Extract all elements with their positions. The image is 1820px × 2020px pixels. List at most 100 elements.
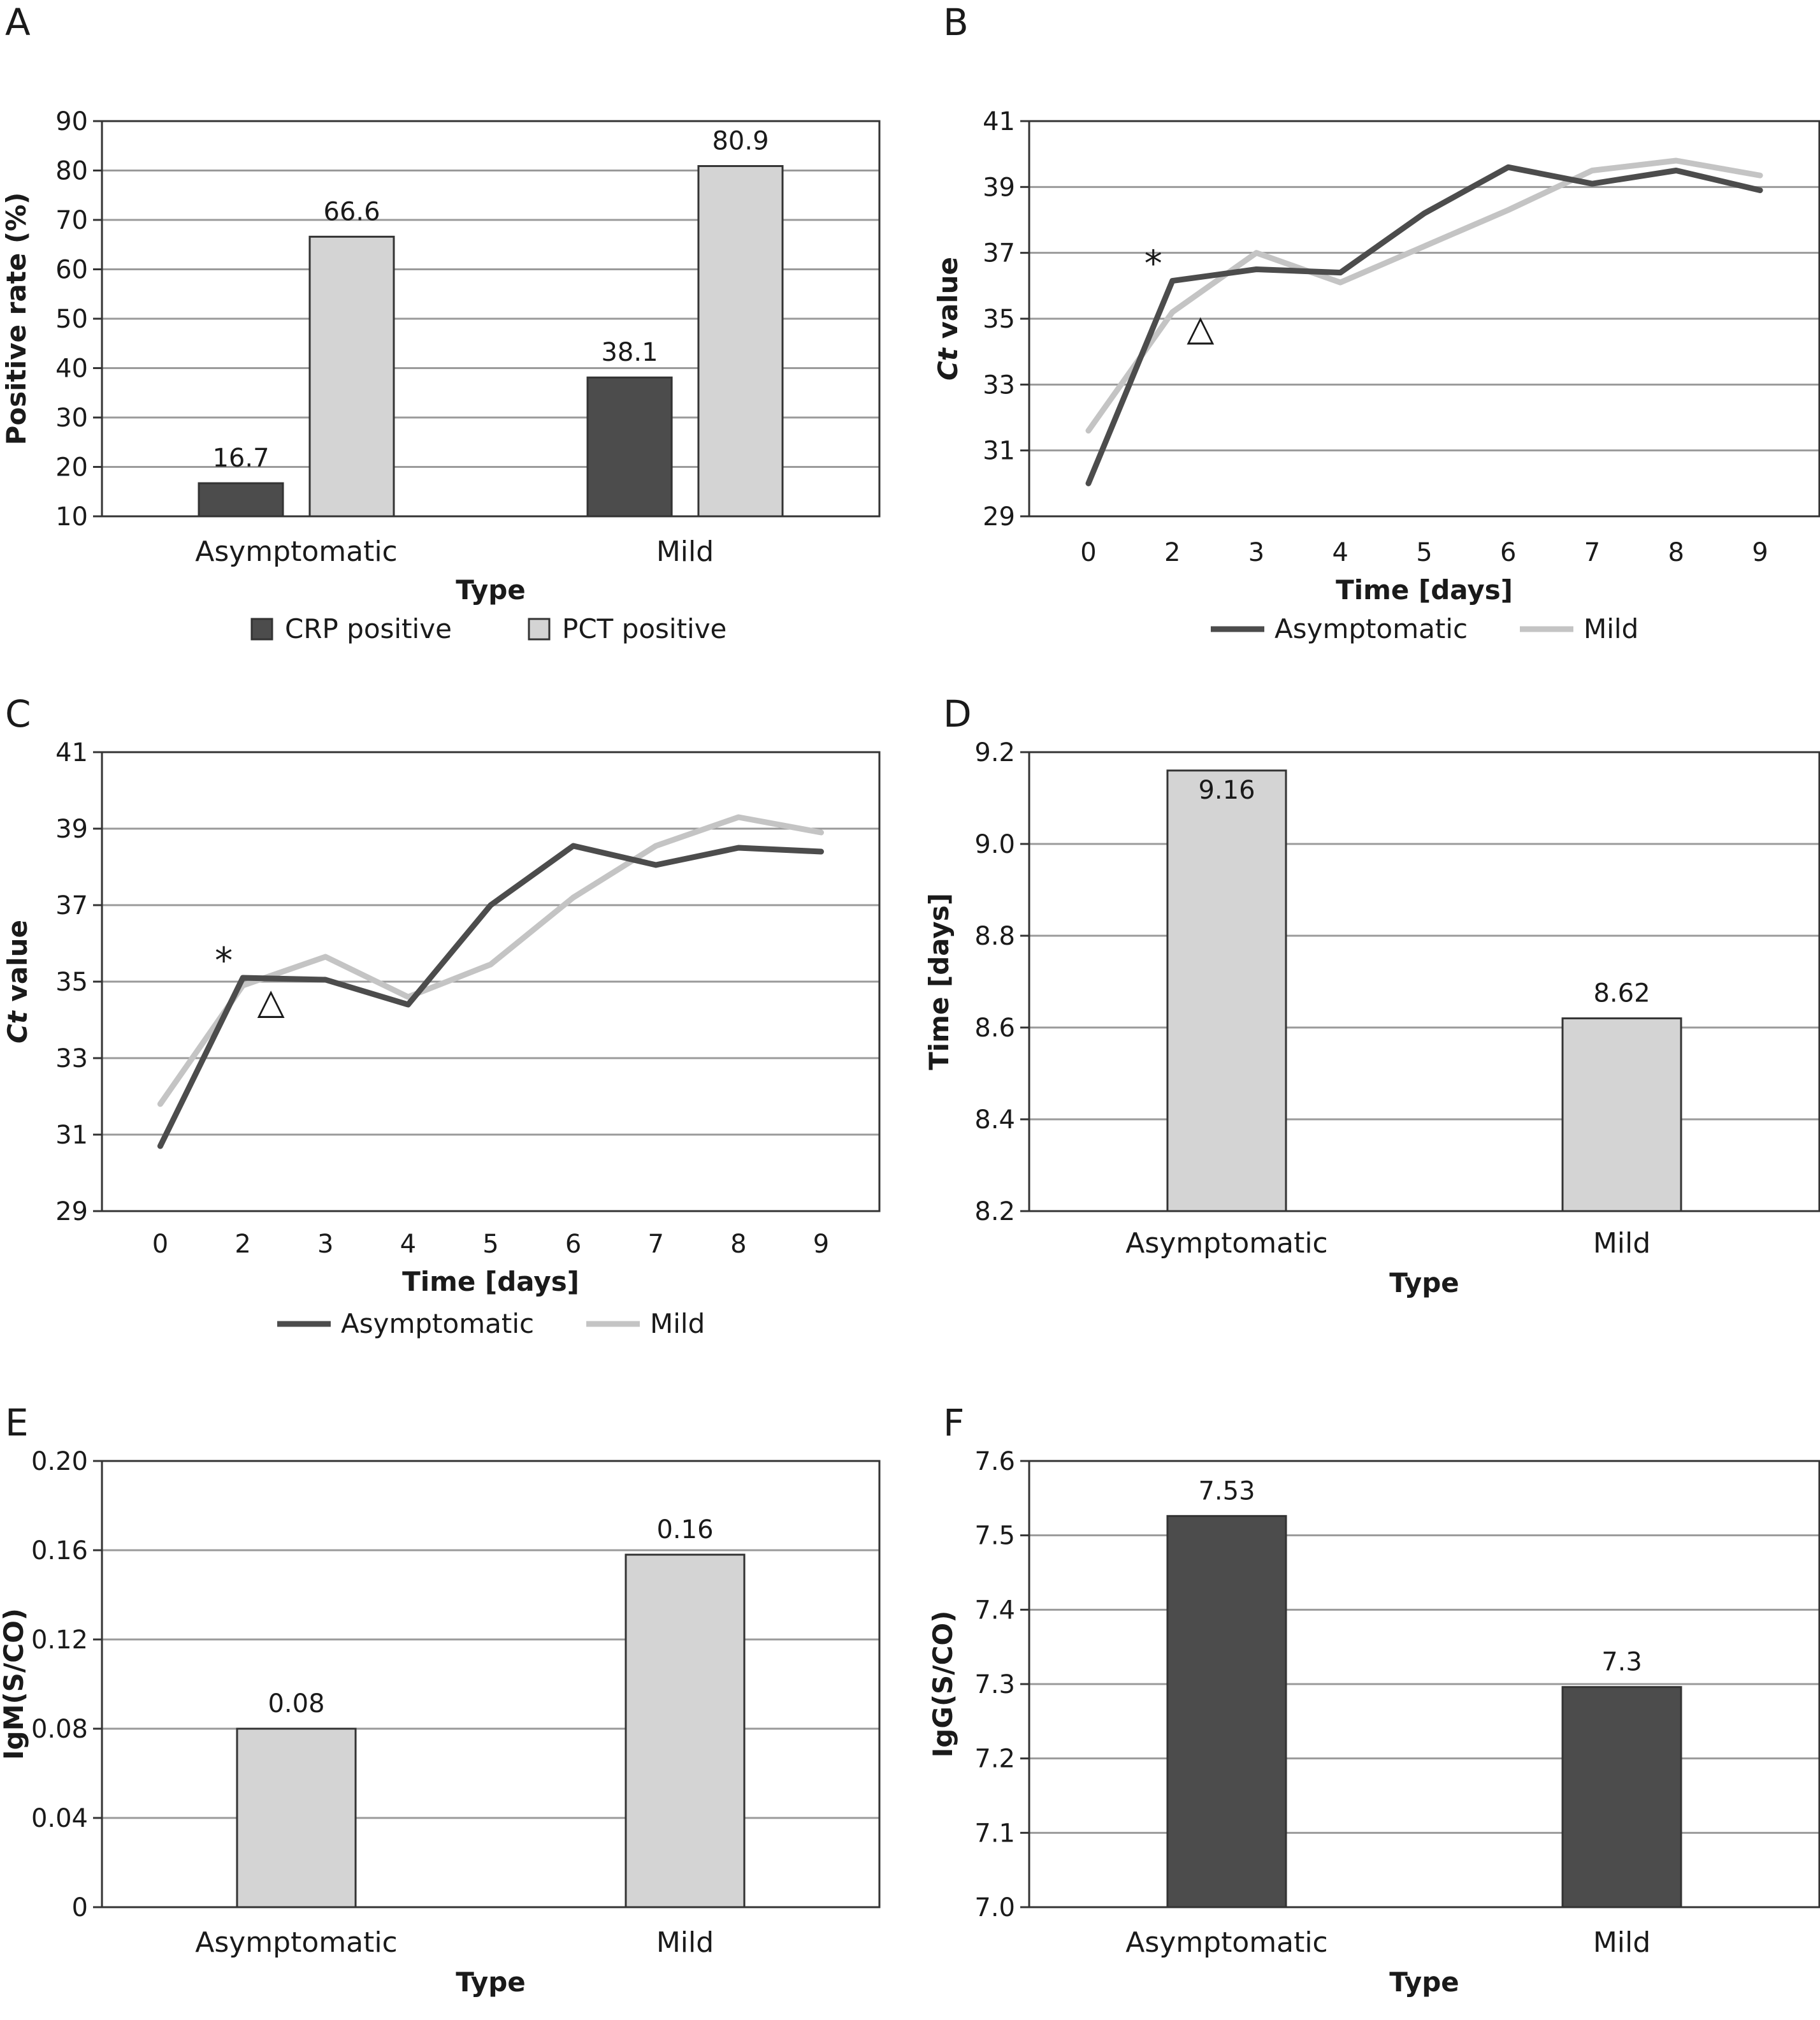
- legend: Asymptomatic Mild: [1211, 613, 1638, 644]
- y-tick-label: 7.0: [974, 1893, 1015, 1922]
- category-label: Mild: [1593, 1227, 1650, 1260]
- legend-label: PCT positive: [562, 613, 726, 644]
- bar: [1166, 769, 1287, 1212]
- category-label: Mild: [1593, 1926, 1650, 1959]
- series-line-mild: [157, 814, 824, 1107]
- y-tick-label: 8.2: [974, 1197, 1015, 1226]
- x-axis-title: Type: [1389, 1267, 1459, 1298]
- y-tick-label: 35: [55, 968, 88, 997]
- y-axis-title: Ct value: [932, 257, 964, 381]
- legend-swatch: [250, 618, 273, 641]
- y-tick-label: 9.0: [974, 830, 1015, 859]
- y-tick-label: 20: [55, 453, 88, 483]
- y-tick-label: 9.2: [974, 738, 1015, 767]
- legend-label: Asymptomatic: [341, 1308, 534, 1339]
- x-tick-label: 6: [565, 1230, 581, 1259]
- y-axis-title-rest: value: [2, 920, 33, 1011]
- y-tick-label: 37: [55, 891, 88, 920]
- bar: [308, 235, 395, 518]
- legend-swatch: [528, 618, 551, 641]
- panel-a: 10 20 30 40 50 60 70 80 90 A Type Positive rate (%)…: [1, 1, 881, 644]
- data-label: 16.7: [212, 444, 269, 473]
- panel-letter: D: [943, 692, 972, 736]
- y-tick-label: 7.2: [974, 1745, 1015, 1774]
- y-axis-title: Ct value: [2, 920, 33, 1043]
- x-axis-title: Time [days]: [1336, 574, 1513, 606]
- x-tick-label: 7: [648, 1230, 664, 1259]
- panel-letter: B: [943, 1, 969, 44]
- x-tick-label: 3: [1248, 538, 1264, 567]
- y-tick-label: 29: [983, 502, 1015, 532]
- y-tick-label: 29: [55, 1197, 88, 1226]
- y-axis-title: IgG(S/CO): [927, 1611, 958, 1758]
- category-label: Asymptomatic: [1125, 1926, 1328, 1959]
- bar: [1561, 1686, 1682, 1908]
- y-tick-label: 60: [55, 256, 88, 285]
- data-label: 0.08: [268, 1689, 324, 1718]
- x-tick-label: 9: [1752, 538, 1768, 567]
- plot-frame: [101, 120, 881, 518]
- significance-triangle: △: [1187, 308, 1214, 349]
- y-tick-label: 41: [983, 107, 1015, 136]
- category-label: Asymptomatic: [195, 1926, 398, 1959]
- x-tick-label: 0: [152, 1230, 168, 1259]
- data-label: 38.1: [601, 338, 658, 367]
- y-tick-label: 90: [55, 107, 88, 136]
- series-line-mild: [1085, 157, 1763, 434]
- x-tick-label: 6: [1500, 538, 1516, 567]
- x-tick-label: 3: [317, 1230, 333, 1259]
- bar: [586, 376, 673, 518]
- y-tick-label: 7.5: [974, 1522, 1015, 1551]
- plot-frame: [1028, 120, 1820, 518]
- bar: [697, 165, 784, 518]
- y-tick-label: 39: [983, 173, 1015, 202]
- bar: [625, 1553, 746, 1908]
- y-tick-label: 7.6: [974, 1447, 1015, 1476]
- significance-asterisk: *: [215, 940, 233, 982]
- x-axis-title: Type: [1389, 1966, 1459, 1998]
- y-tick-label: 39: [55, 815, 88, 844]
- y-tick-label: 8.6: [974, 1014, 1015, 1043]
- y-tick-label: 0.16: [31, 1536, 88, 1566]
- legend: CRP positive PCT positive: [250, 613, 726, 644]
- data-label: 0.16: [656, 1515, 713, 1544]
- y-tick-label: 0.04: [31, 1804, 88, 1833]
- y-tick-label: 0.20: [31, 1447, 88, 1476]
- category-label: Mild: [656, 1926, 714, 1959]
- y-axis-title-italic: Ct: [2, 1010, 33, 1043]
- panel-c: 29 31 33 35 37 39 41 C Time [days] Ct value 0 2 3 4 5 6…: [2, 692, 881, 1339]
- y-axis-title-italic: Ct: [932, 347, 964, 381]
- y-tick-label: 8.4: [974, 1105, 1015, 1135]
- y-tick-label: 37: [983, 239, 1015, 268]
- y-tick-label: 50: [55, 305, 88, 334]
- x-tick-label: 8: [1668, 538, 1684, 567]
- panel-letter: A: [5, 1, 31, 44]
- panel-d: 8.2 8.4 8.6 8.8 9.0 9.2D Type Time [days] Asympt…: [923, 692, 1820, 1298]
- significance-asterisk: *: [1145, 243, 1162, 285]
- panel-f: 7.0 7.1 7.2 7.3 7.4 7.5 7.6 F Type IgG(S/CO) Asymp…: [927, 1401, 1820, 1998]
- plot-frame: [1028, 1460, 1820, 1908]
- category-label: Asymptomatic: [195, 535, 398, 568]
- y-tick-label: 41: [55, 738, 88, 767]
- y-tick-label: 33: [983, 370, 1015, 400]
- y-tick-label: 33: [55, 1044, 88, 1073]
- panel-letter: E: [5, 1401, 29, 1444]
- plot-frame: [101, 1460, 881, 1908]
- y-axis-title-rest: value: [932, 257, 964, 348]
- bar: [198, 482, 284, 518]
- y-tick-label: 35: [983, 305, 1015, 334]
- data-label: 80.9: [712, 127, 769, 156]
- y-tick-label: 8.8: [974, 922, 1015, 951]
- y-tick-label: 0.12: [31, 1625, 88, 1655]
- y-tick-label: 0.08: [31, 1715, 88, 1744]
- category-label: Mild: [656, 535, 714, 568]
- x-tick-label: 2: [235, 1230, 250, 1259]
- y-tick-label: 70: [55, 206, 88, 235]
- panel-letter: F: [943, 1401, 964, 1444]
- plot-frame: [1028, 751, 1820, 1212]
- y-tick-label: 7.3: [974, 1670, 1015, 1699]
- data-label: 7.53: [1198, 1476, 1255, 1506]
- x-axis-title: Type: [456, 1966, 526, 1998]
- data-label: 7.3: [1601, 1648, 1642, 1677]
- series-line-asymptomatic: [1085, 164, 1763, 486]
